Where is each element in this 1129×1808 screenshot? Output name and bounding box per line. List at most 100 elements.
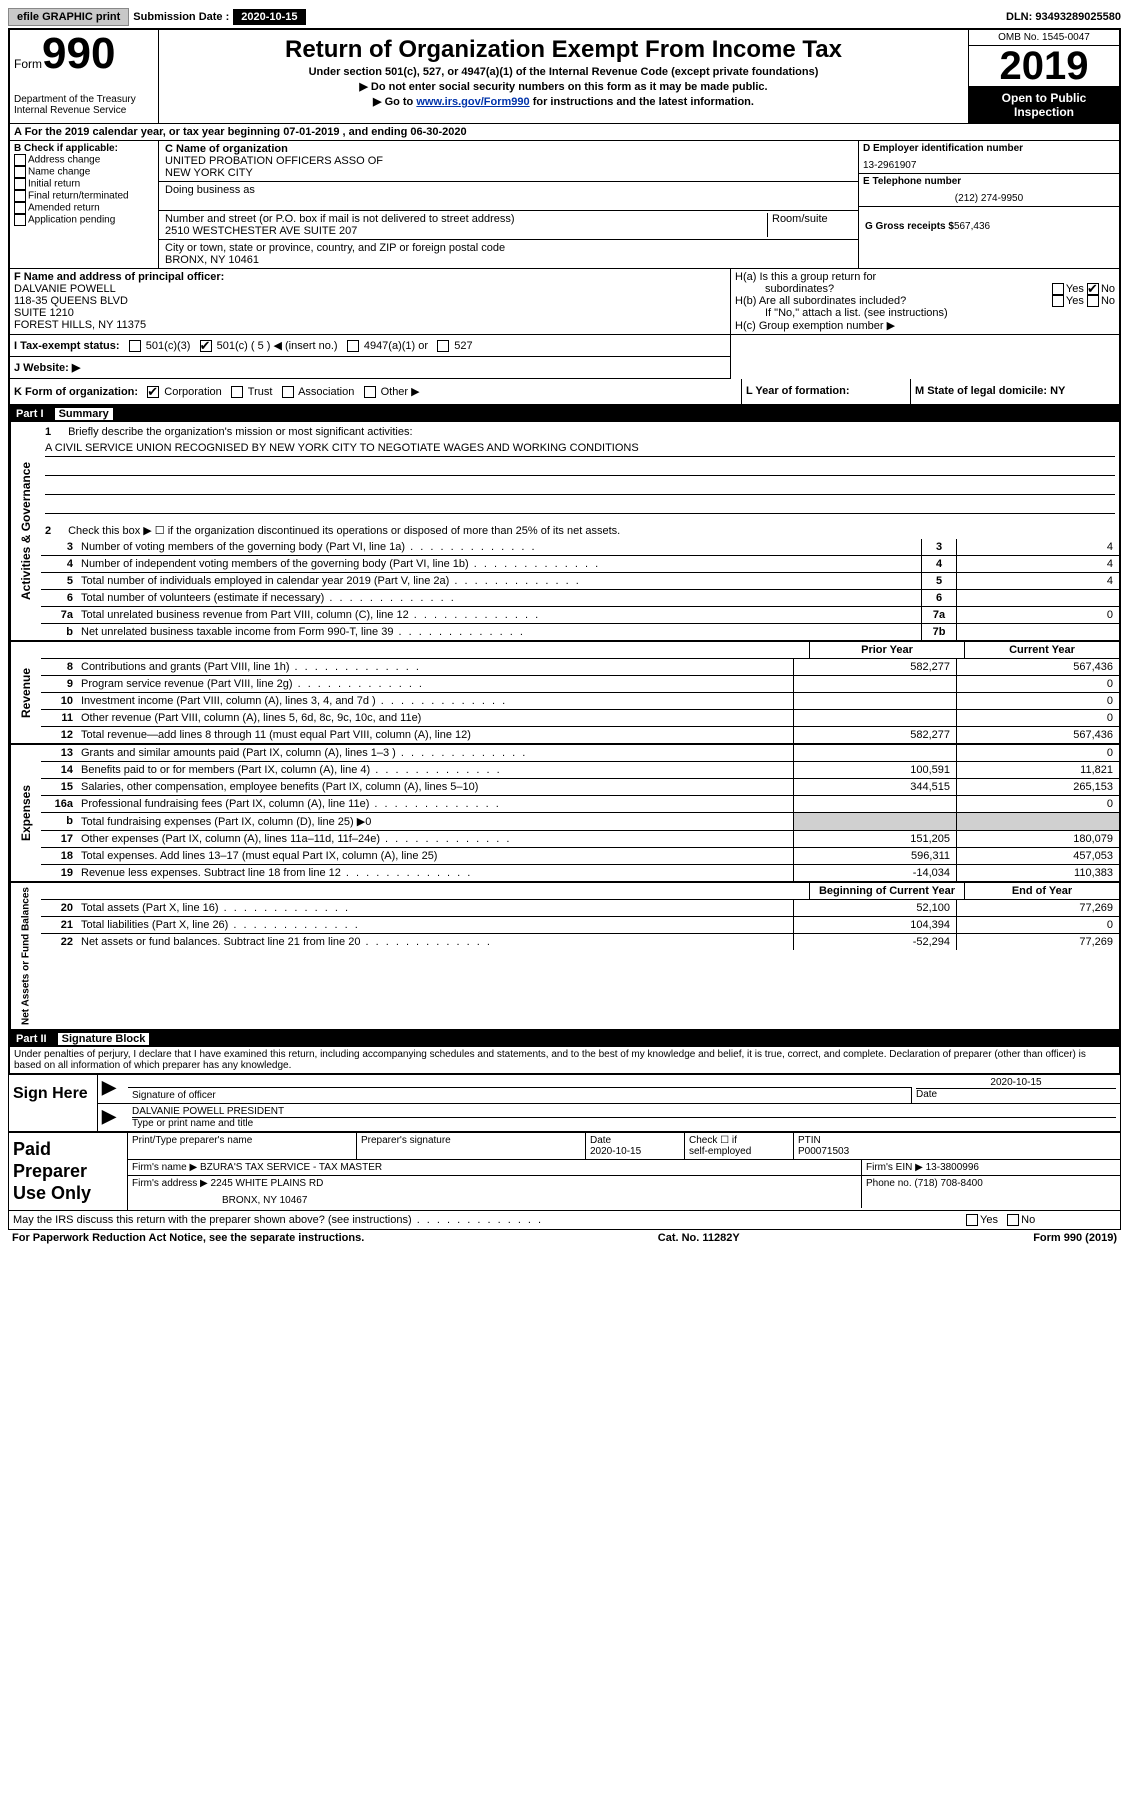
footer-mid: Cat. No. 11282Y xyxy=(658,1232,740,1244)
d-label: D Employer identification number xyxy=(863,143,1115,154)
may-irs-text: May the IRS discuss this return with the… xyxy=(13,1214,966,1226)
phone-value: (212) 274-9950 xyxy=(863,193,1115,204)
row-fh: F Name and address of principal officer:… xyxy=(10,268,1119,335)
no: No xyxy=(1101,283,1115,295)
firm-name-label: Firm's name ▶ xyxy=(132,1162,197,1173)
checkbox-icon[interactable] xyxy=(147,386,159,398)
top-bar: efile GRAPHIC print Submission Date : 20… xyxy=(8,8,1121,26)
checkbox-icon[interactable] xyxy=(437,340,449,352)
b-item: Amended return xyxy=(28,203,100,214)
line-1: 1 Briefly describe the organization's mi… xyxy=(41,422,1119,522)
firm-addr2: BRONX, NY 10467 xyxy=(132,1189,857,1206)
l10: Investment income (Part VIII, column (A)… xyxy=(77,693,793,709)
addr-label: Number and street (or P.O. box if mail i… xyxy=(165,213,767,225)
klm-row: K Form of organization: Corporation Trus… xyxy=(10,379,1119,406)
subtitle-3: ▶ Go to www.irs.gov/Form990 for instruct… xyxy=(163,95,964,108)
checkbox-icon[interactable] xyxy=(364,386,376,398)
c10: 0 xyxy=(956,693,1119,709)
checkbox-icon[interactable] xyxy=(1052,295,1064,307)
v7b xyxy=(956,624,1119,640)
ein-cell: D Employer identification number 13-2961… xyxy=(859,141,1119,174)
prep-l1: Paid xyxy=(13,1139,123,1161)
l8: Contributions and grants (Part VIII, lin… xyxy=(77,659,793,675)
mission-text: A CIVIL SERVICE UNION RECOGNISED BY NEW … xyxy=(45,442,1115,457)
checkbox-icon[interactable] xyxy=(1007,1214,1019,1226)
form-number: Form990 xyxy=(14,32,154,76)
checkbox-icon[interactable] xyxy=(282,386,294,398)
checkbox-icon[interactable] xyxy=(14,154,26,166)
j-label: J Website: ▶ xyxy=(14,362,80,374)
l22: Net assets or fund balances. Subtract li… xyxy=(77,934,793,950)
officer-typed-name: DALVANIE POWELL PRESIDENT xyxy=(132,1106,1116,1117)
status-row: I Tax-exempt status: 501(c)(3) 501(c) ( … xyxy=(10,335,730,357)
c-label: C Name of organization xyxy=(165,143,852,155)
ha-row: H(a) Is this a group return for xyxy=(735,271,1115,283)
netassets-label: Net Assets or Fund Balances xyxy=(10,883,41,1029)
b-item: Final return/terminated xyxy=(28,191,129,202)
g-label: G Gross receipts $ xyxy=(865,221,954,232)
l17: Other expenses (Part IX, column (A), lin… xyxy=(77,831,793,847)
l18: Total expenses. Add lines 13–17 (must eq… xyxy=(77,848,793,864)
checkbox-icon[interactable] xyxy=(1052,283,1064,295)
sig-date: 2020-10-15 xyxy=(916,1077,1116,1088)
checkbox-icon[interactable] xyxy=(129,340,141,352)
footer-left: For Paperwork Reduction Act Notice, see … xyxy=(12,1232,364,1244)
submission-label: Submission Date : xyxy=(133,11,229,23)
opt-527: 527 xyxy=(454,340,472,352)
check-final: Final return/terminated xyxy=(14,190,154,202)
checkbox-icon[interactable] xyxy=(347,340,359,352)
penalties-text: Under penalties of perjury, I declare th… xyxy=(10,1047,1119,1073)
checkbox-icon[interactable] xyxy=(14,190,26,202)
part2-label: Part II xyxy=(16,1033,47,1045)
c19: 110,383 xyxy=(956,865,1119,881)
b-item: Initial return xyxy=(28,179,80,190)
end-year: End of Year xyxy=(964,883,1119,899)
line-2: 2 Check this box ▶ ☐ if the organization… xyxy=(41,522,1119,539)
c8: 567,436 xyxy=(956,659,1119,675)
tax-year-line: A For the 2019 calendar year, or tax yea… xyxy=(10,124,1119,141)
p10 xyxy=(793,693,956,709)
open-public: Open to Public Inspection xyxy=(969,87,1119,123)
checkbox-icon[interactable] xyxy=(14,202,26,214)
v3: 4 xyxy=(956,539,1119,555)
checkbox-icon[interactable] xyxy=(14,214,26,226)
l6: Total number of volunteers (estimate if … xyxy=(77,590,921,606)
prep-h2: Preparer's signature xyxy=(357,1133,586,1159)
checkbox-icon[interactable] xyxy=(200,340,212,352)
city-label: City or town, state or province, country… xyxy=(165,242,852,254)
l20: Total assets (Part X, line 16) xyxy=(77,900,793,916)
check-address: Address change xyxy=(14,154,154,166)
prep-date: 2020-10-15 xyxy=(590,1146,680,1157)
l15: Salaries, other compensation, employee b… xyxy=(77,779,793,795)
yes: Yes xyxy=(1066,283,1084,295)
form990-link[interactable]: www.irs.gov/Form990 xyxy=(416,96,529,108)
form-left: Form990 Department of the Treasury Inter… xyxy=(10,30,159,123)
checkbox-icon[interactable] xyxy=(14,178,26,190)
c13: 0 xyxy=(956,745,1119,761)
g-value: 567,436 xyxy=(954,221,990,232)
p12: 582,277 xyxy=(793,727,956,743)
gross-cell: G Gross receipts $567,436 xyxy=(859,207,1119,234)
p19: -14,034 xyxy=(793,865,956,881)
checkbox-icon[interactable] xyxy=(1087,283,1099,295)
v5: 4 xyxy=(956,573,1119,589)
header-center: Return of Organization Exempt From Incom… xyxy=(159,30,968,123)
c18: 457,053 xyxy=(956,848,1119,864)
checkbox-icon[interactable] xyxy=(231,386,243,398)
firm-addr1: 2245 WHITE PLAINS RD xyxy=(211,1178,324,1189)
phone-cell: E Telephone number (212) 274-9950 xyxy=(859,174,1119,207)
l19: Revenue less expenses. Subtract line 18 … xyxy=(77,865,793,881)
arrow-icon: ▶ xyxy=(102,1077,116,1097)
ptin: P00071503 xyxy=(798,1146,1116,1157)
prep-l2: Preparer xyxy=(13,1161,123,1183)
prep-h1: Print/Type preparer's name xyxy=(128,1133,357,1159)
checkbox-icon[interactable] xyxy=(966,1214,978,1226)
checkbox-icon[interactable] xyxy=(14,166,26,178)
dln-label: DLN: 93493289025580 xyxy=(1006,11,1121,23)
c17: 180,079 xyxy=(956,831,1119,847)
checkbox-icon[interactable] xyxy=(1087,295,1099,307)
i-label: I Tax-exempt status: xyxy=(14,340,120,352)
sign-section: Sign Here ▶ Signature of officer 2020-10… xyxy=(8,1075,1121,1132)
city-value: BRONX, NY 10461 xyxy=(165,254,852,266)
efile-btn[interactable]: efile GRAPHIC print xyxy=(8,8,129,26)
